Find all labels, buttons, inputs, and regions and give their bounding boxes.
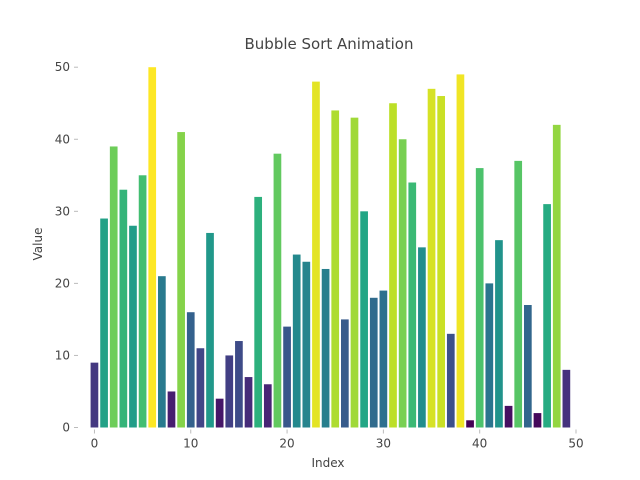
bar <box>196 348 205 428</box>
y-tick-label: 50 <box>55 60 70 74</box>
y-axis-label: Value <box>31 228 45 261</box>
y-tick-label: 30 <box>55 204 70 218</box>
bar <box>485 283 494 428</box>
y-axis: 0 10 20 30 40 50 <box>55 60 78 435</box>
bar <box>427 88 436 428</box>
x-tick-label: 10 <box>183 437 198 451</box>
x-tick-label: 50 <box>568 437 583 451</box>
bar <box>129 225 137 428</box>
bar <box>215 398 224 428</box>
bar <box>514 160 523 428</box>
x-tick-label: 30 <box>376 437 391 451</box>
bar <box>523 305 532 428</box>
bar <box>543 204 551 428</box>
bar <box>360 211 368 428</box>
bar <box>148 67 157 428</box>
bar <box>312 81 320 428</box>
x-axis-label: Index <box>311 456 344 470</box>
y-tick-label: 20 <box>55 276 70 290</box>
bar <box>321 268 330 428</box>
bar <box>418 247 426 428</box>
bar <box>456 74 465 428</box>
chart-title: Bubble Sort Animation <box>245 35 414 53</box>
bar <box>437 96 446 428</box>
bar <box>90 362 99 428</box>
bar <box>379 290 388 428</box>
bar <box>341 319 349 428</box>
bar <box>475 168 484 428</box>
x-tick-label: 0 <box>91 437 99 451</box>
bar <box>206 232 214 428</box>
bar <box>167 391 176 428</box>
bar <box>254 196 263 428</box>
bar <box>552 124 561 428</box>
bar <box>244 377 253 428</box>
bar <box>398 139 407 428</box>
bar <box>186 312 195 428</box>
y-tick-label: 40 <box>55 132 70 146</box>
bar <box>158 276 166 428</box>
bar <box>263 384 272 428</box>
plot-area <box>90 67 571 428</box>
bar <box>495 240 503 428</box>
bar <box>100 218 108 428</box>
bar <box>466 420 474 428</box>
bar <box>446 333 455 428</box>
y-tick-label: 0 <box>62 421 70 435</box>
bar <box>225 355 234 428</box>
bar <box>235 341 243 428</box>
bar <box>273 153 282 428</box>
x-tick-label: 40 <box>472 437 487 451</box>
bar <box>369 297 378 428</box>
bar <box>350 117 359 428</box>
bar <box>562 369 571 428</box>
bar <box>138 175 147 428</box>
bar <box>408 182 417 428</box>
bar <box>389 103 397 428</box>
y-tick-label: 10 <box>55 348 70 362</box>
bar <box>533 413 542 428</box>
bar <box>283 326 291 428</box>
bar <box>292 254 301 428</box>
bar <box>302 261 311 428</box>
bar <box>119 189 128 428</box>
x-tick-label: 20 <box>279 437 294 451</box>
bar <box>177 132 185 428</box>
bar <box>504 405 513 428</box>
x-axis: 0 10 20 30 40 50 <box>91 429 584 451</box>
bar <box>109 146 118 428</box>
bar <box>331 110 340 428</box>
